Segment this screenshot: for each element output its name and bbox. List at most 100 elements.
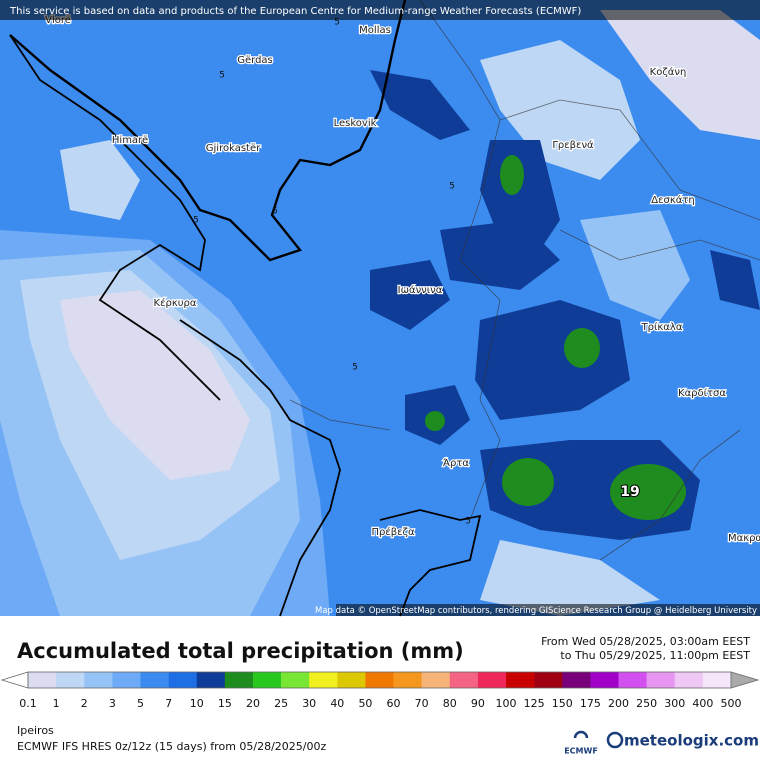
ecmwf-icon bbox=[573, 730, 589, 739]
attribution-bar bbox=[336, 604, 760, 616]
level-label: 60 bbox=[387, 697, 401, 710]
colorbar-frame bbox=[27, 671, 732, 689]
precip-area bbox=[580, 210, 690, 320]
color-cell bbox=[562, 672, 591, 688]
attribution: Map data © OpenStreetMap contributors, r… bbox=[315, 606, 757, 616]
time-to: to Thu 05/29/2025, 11:00pm EEST bbox=[560, 649, 750, 662]
place-label: Καρδίτσα bbox=[678, 387, 726, 399]
precip-area bbox=[60, 140, 140, 220]
place-label: Γρεβενά bbox=[552, 139, 594, 151]
precip-area bbox=[502, 458, 554, 506]
color-cell bbox=[56, 672, 85, 688]
place-label: Πρέβεζα bbox=[371, 526, 414, 538]
level-label: 40 bbox=[330, 697, 344, 710]
color-cell bbox=[337, 672, 366, 688]
precip-area bbox=[480, 40, 640, 180]
level-label: 2 bbox=[81, 697, 88, 710]
level-label: 500 bbox=[721, 697, 742, 710]
color-cell bbox=[646, 672, 676, 688]
precip-area bbox=[610, 464, 686, 520]
level-label: 175 bbox=[580, 697, 601, 710]
place-label: Ιωάννινα bbox=[398, 284, 443, 296]
place-label: Himarë bbox=[112, 135, 148, 146]
contour-label: 5 bbox=[449, 182, 455, 192]
precip-area bbox=[500, 155, 524, 195]
level-label: 250 bbox=[636, 697, 657, 710]
level-label: 7 bbox=[165, 697, 172, 710]
notice: This service is based on data and produc… bbox=[9, 6, 581, 17]
color-cell bbox=[84, 672, 113, 688]
level-label: 3 bbox=[109, 697, 116, 710]
precip-area bbox=[710, 250, 760, 310]
precip-area bbox=[60, 290, 250, 480]
color-cell bbox=[281, 672, 310, 688]
color-cell bbox=[224, 672, 254, 688]
ecmwf-logo: ECMWF bbox=[564, 747, 598, 756]
legend-title: Accumulated total precipitation (mm) bbox=[17, 639, 464, 663]
place-label: Mollas bbox=[359, 25, 391, 36]
place-label: Κοζάνη bbox=[650, 66, 687, 78]
map: Vlorë Mollas Gërdas Leskovik Himarë Gjir… bbox=[0, 0, 760, 617]
level-label: 25 bbox=[274, 697, 288, 710]
level-label: 300 bbox=[664, 697, 685, 710]
place-label: Δεσκάτη bbox=[651, 194, 694, 206]
model-info: ECMWF IFS HRES 0z/12z (15 days) from 05/… bbox=[17, 740, 327, 753]
level-label: 15 bbox=[218, 697, 232, 710]
contour-label: 19 bbox=[620, 484, 639, 500]
place-label: Leskovik bbox=[334, 118, 377, 129]
color-cell bbox=[140, 672, 169, 688]
level-label: 400 bbox=[692, 697, 713, 710]
precip-area bbox=[600, 10, 760, 140]
color-cell bbox=[252, 672, 282, 688]
above-arrow bbox=[730, 671, 760, 689]
legend: Accumulated total precipitation (mm) Fro… bbox=[0, 635, 760, 710]
color-cell bbox=[590, 672, 619, 688]
level-label: 150 bbox=[552, 697, 573, 710]
footer: Ipeiros ECMWF IFS HRES 0z/12z (15 days) … bbox=[17, 724, 759, 756]
level-label: 1 bbox=[53, 697, 60, 710]
place-label: Gërdas bbox=[237, 55, 273, 66]
place-label: Άρτα bbox=[443, 457, 469, 469]
level-label: 90 bbox=[471, 697, 485, 710]
color-cell bbox=[393, 672, 422, 688]
color-cell bbox=[365, 672, 394, 688]
precip-area bbox=[475, 300, 630, 420]
level-label: 5 bbox=[137, 697, 144, 710]
color-cell bbox=[702, 672, 732, 688]
color-cell bbox=[112, 672, 141, 688]
level-label: 50 bbox=[358, 697, 372, 710]
precip-area bbox=[480, 540, 660, 616]
contour-label: 5 bbox=[272, 207, 278, 217]
level-label: 0.1 bbox=[19, 697, 37, 710]
color-cell bbox=[196, 672, 226, 688]
time-from: From Wed 05/28/2025, 03:00am EEST bbox=[541, 635, 750, 648]
region: Ipeiros bbox=[17, 724, 54, 737]
admin-border bbox=[289, 0, 760, 561]
place-label: Τρίκαλα bbox=[641, 321, 683, 333]
place-label: Gjirokastër bbox=[206, 143, 261, 154]
level-label: 30 bbox=[302, 697, 316, 710]
precip-area bbox=[370, 260, 450, 330]
precip-area bbox=[440, 220, 560, 290]
precip-area bbox=[564, 328, 600, 368]
precip-area bbox=[425, 411, 445, 431]
place-label: Μακρα bbox=[728, 533, 760, 544]
notice-bar bbox=[0, 0, 760, 20]
contour-label: 5 bbox=[193, 216, 199, 226]
level-label: 10 bbox=[190, 697, 204, 710]
color-cell bbox=[309, 672, 338, 688]
contour-label: 5 bbox=[465, 517, 471, 527]
contour-label: 5 bbox=[334, 18, 340, 28]
color-cell bbox=[449, 672, 479, 688]
color-cell bbox=[674, 672, 704, 688]
coastline bbox=[9, 34, 482, 617]
color-cell bbox=[618, 672, 647, 688]
level-label: 20 bbox=[246, 697, 260, 710]
level-label: 200 bbox=[608, 697, 629, 710]
level-label: 125 bbox=[524, 697, 545, 710]
country-border bbox=[9, 0, 407, 262]
brand: meteologix.com bbox=[624, 732, 759, 750]
brand-icon bbox=[606, 731, 624, 749]
place-label: Κέρκυρα bbox=[154, 297, 197, 309]
